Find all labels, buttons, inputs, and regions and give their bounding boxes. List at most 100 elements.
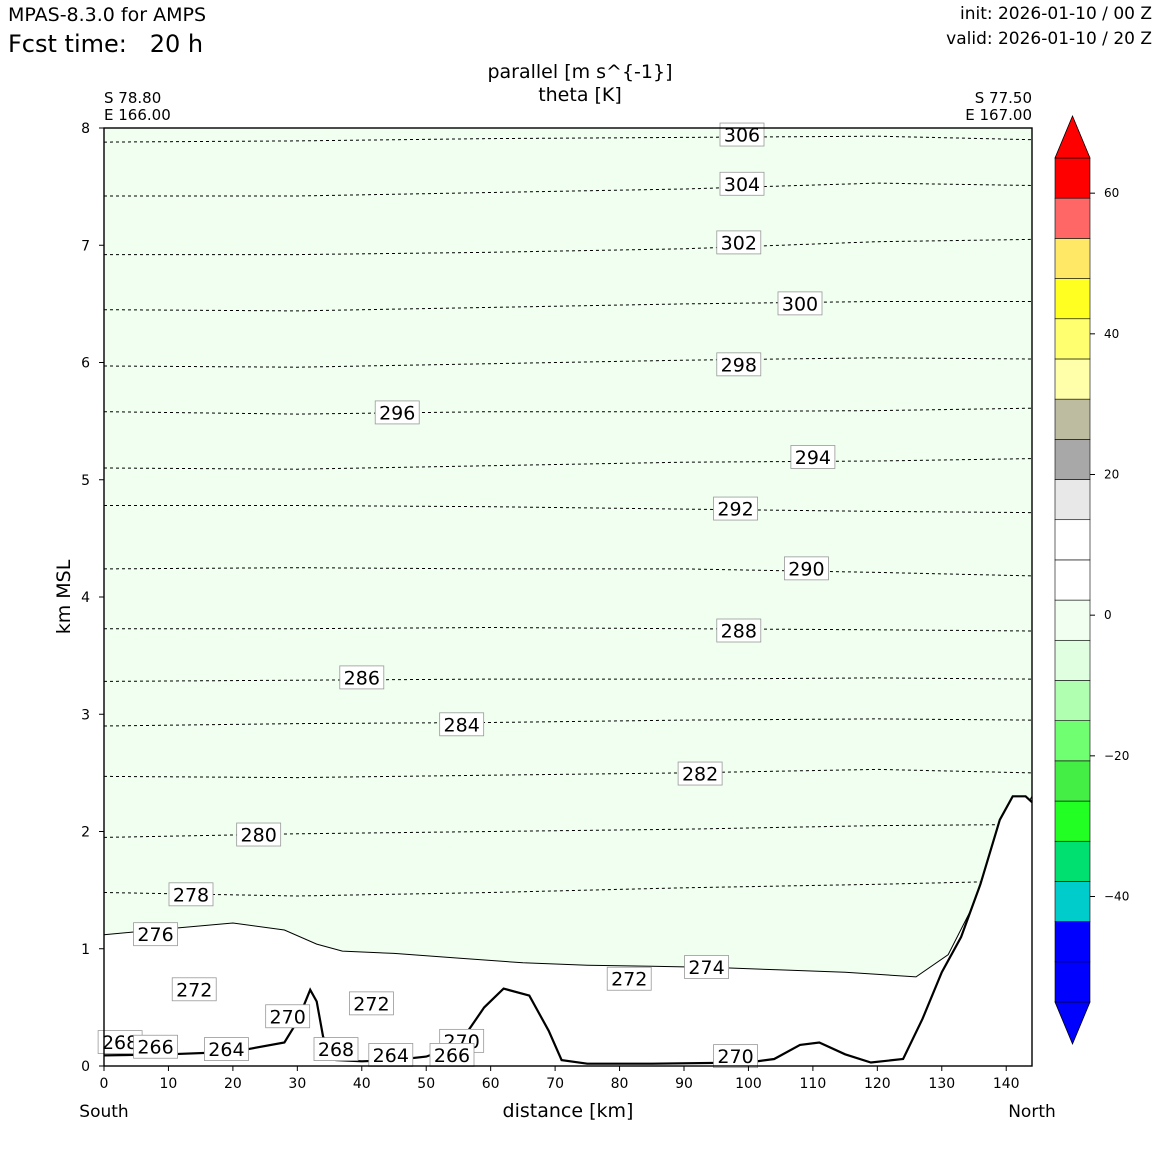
y-tick-label: 4 [81,590,90,606]
theta-label-text: 272 [176,979,212,1001]
theta-label-text: 268 [102,1032,138,1054]
wind-contour-2 [103,796,1033,978]
theta-label-text: 282 [682,764,718,786]
theta-label-text: 266 [137,1037,173,1059]
theta-label-box [374,400,420,425]
colorbar-tick-label: 40 [1104,327,1119,341]
colorbar-tick-label: 20 [1104,468,1119,482]
forecast-time: Fcst time: 20 h [8,30,203,58]
theta-label-box [313,1037,359,1061]
theta-label: 284 [439,712,485,736]
y-tick-label: 6 [81,356,90,372]
theta-line-306 [103,135,1033,143]
x-tick-label: 90 [675,1076,693,1092]
theta-label-text: 296 [379,402,415,424]
theta-label-layer: 306 304 302 300 298 296 294 292 290 288 286 284 282 2… [97,122,836,1069]
theta-label-text: 294 [795,447,831,469]
colorbar-segment [1054,921,1091,963]
theta-label: 272 [171,977,217,1002]
theta-label: 272 [606,966,652,991]
theta-label-text: 288 [721,621,757,643]
theta-line-286 [103,677,1033,682]
colorbar-segment [1054,881,1091,922]
theta-label-text: 264 [208,1039,244,1061]
init-time: init: 2026-01-10 / 00 Z [959,4,1152,24]
theta-label: 282 [677,761,723,786]
theta-label: 296 [374,400,420,425]
valid-time: valid: 2026-01-10 / 20 Z [946,29,1152,49]
theta-label: 270 [713,1044,758,1069]
colorbar-segment [1054,358,1091,400]
colorbar-segment [1054,278,1091,320]
theta-label-box [171,977,217,1002]
theta-line-290 [103,567,1033,577]
theta-label: 306 [719,122,765,147]
y-tick-label: 7 [81,238,90,254]
x-tick-label: 140 [993,1076,1020,1092]
theta-label-box [677,761,723,786]
theta-label-box [719,171,765,196]
x-tick-label: 100 [735,1076,762,1092]
x-tick-label: 110 [800,1076,827,1092]
theta-label-text: 280 [241,825,277,847]
theta-label-box [713,1044,758,1069]
end-direction: North [1008,1102,1056,1122]
theta-label-text: 268 [318,1039,354,1061]
theta-label-box [265,1004,311,1029]
theta-label-text: 290 [788,558,824,580]
theta-label-text: 274 [688,957,724,979]
forecast-time-value: 20 h [149,30,204,58]
theta-label: 264 [368,1043,414,1067]
theta-label: 294 [790,445,836,469]
y-tick-label: 5 [81,473,90,489]
theta-label: 290 [784,556,829,580]
colorbar-segment [1054,720,1091,762]
x-tick-label: 70 [546,1076,564,1092]
colorbar-extend-high [1054,114,1091,159]
start-direction: South [79,1102,128,1122]
theta-label-box [790,445,836,469]
colorbar-segment [1054,800,1091,842]
theta-line-284 [103,718,1033,727]
colorbar-segment [1054,197,1091,239]
theta-line-304 [104,182,1033,197]
end-lat: S 77.50 [975,89,1032,107]
theta-label: 300 [777,291,823,315]
theta-label-box [236,822,282,847]
y-tick-label: 3 [81,707,90,723]
colorbar-segment [1054,760,1091,802]
theta-line-296 [103,407,1033,415]
theta-label-box [168,882,214,907]
theta-label-text: 270 [717,1046,753,1068]
x-tick-label: 120 [864,1076,891,1092]
theta-label-box [339,665,385,690]
theta-label: 272 [349,991,394,1015]
colorbar: 60 40 20 0 −20 −40 [1054,114,1129,1046]
theta-label-box [719,122,765,147]
x-tick-label: 0 [100,1076,109,1092]
x-tick-label: 30 [288,1076,306,1092]
theta-label-text: 306 [724,125,760,147]
colorbar-segment [1054,157,1091,199]
colorbar-tick-label: 0 [1104,608,1112,622]
colorbar-segment [1054,238,1091,279]
theta-label: 292 [713,496,758,521]
chart-title-line1: parallel [m s^{-1}] [487,61,672,83]
x-tick-label: 10 [160,1076,178,1092]
theta-label-box [713,496,758,521]
colorbar-tick-label: −20 [1104,749,1129,763]
theta-label: 286 [339,665,385,690]
end-lon: E 167.00 [965,106,1032,124]
theta-label: 302 [716,230,762,254]
theta-label-text: 272 [611,969,647,991]
theta-label-text: 266 [434,1045,470,1067]
theta-label-text: 272 [353,993,389,1015]
x-tick-label: 20 [224,1076,242,1092]
theta-label: 268 [97,1030,143,1054]
theta-label-box [716,618,762,643]
theta-label-text: 292 [717,499,753,521]
theta-label: 298 [716,352,762,376]
theta-label: 268 [313,1037,359,1061]
theta-label: 278 [168,882,214,907]
theta-label-box [133,922,178,947]
